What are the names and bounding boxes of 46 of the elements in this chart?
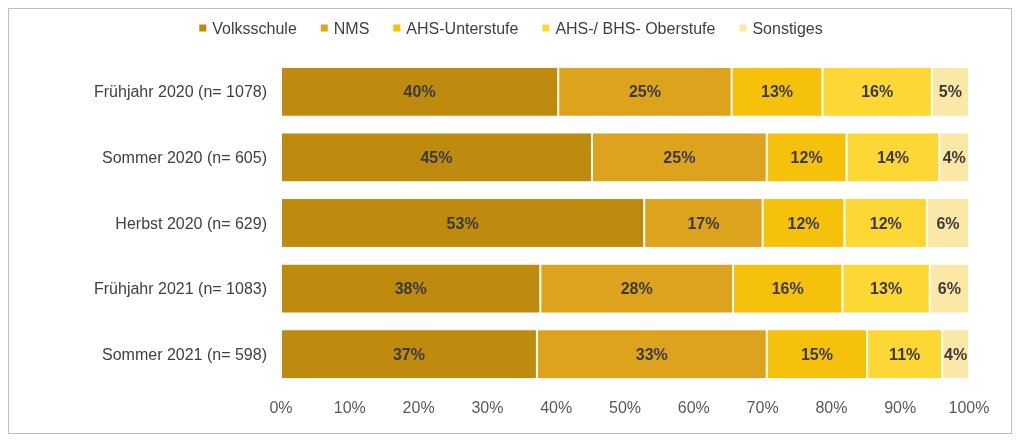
data-label: 16% (861, 83, 894, 101)
legend-label: Sonstiges (752, 19, 823, 37)
x-tick-label: 80% (815, 398, 848, 416)
data-label: 5% (938, 83, 962, 101)
data-label: 14% (876, 148, 909, 166)
data-label: 15% (800, 345, 833, 363)
x-tick-label: 30% (471, 398, 504, 416)
x-tick-label: 40% (540, 398, 573, 416)
data-label: 13% (761, 83, 794, 101)
x-tick-label: 10% (333, 398, 366, 416)
x-tick-label: 20% (402, 398, 435, 416)
x-tick-label: 60% (677, 398, 710, 416)
x-tick-label: 70% (746, 398, 779, 416)
data-label: 40% (403, 83, 436, 101)
legend-label: Volksschule (212, 19, 297, 37)
data-label: 11% (889, 345, 921, 363)
y-tick-label: Frühjahr 2021 (n= 1083) (94, 280, 267, 298)
y-tick-label: Sommer 2020 (n= 605) (102, 148, 267, 166)
data-label: 45% (420, 148, 453, 166)
y-tick-label: Frühjahr 2020 (n= 1078) (94, 83, 267, 101)
data-label: 16% (771, 280, 804, 298)
data-label: 13% (870, 280, 903, 298)
y-tick-label: Herbst 2020 (n= 629) (115, 214, 267, 232)
data-label: 6% (936, 214, 960, 232)
x-tick-label: 100% (948, 398, 990, 416)
data-label: 12% (790, 148, 823, 166)
data-label: 4% (942, 148, 966, 166)
data-label: 53% (446, 214, 479, 232)
y-tick-label: Sommer 2021 (n= 598) (102, 345, 267, 363)
data-label: 25% (663, 148, 696, 166)
x-tick-label: 50% (608, 398, 642, 416)
x-tick-label: 0% (269, 398, 293, 416)
data-label: 4% (944, 345, 968, 363)
data-label: 38% (394, 280, 427, 298)
legend-label: NMS (333, 19, 370, 37)
x-tick-label: 90% (884, 398, 917, 416)
data-label: 33% (635, 345, 668, 363)
data-label: 12% (869, 214, 902, 232)
data-label: 12% (787, 214, 820, 232)
data-label: 25% (628, 83, 661, 101)
data-label: 6% (937, 280, 961, 298)
data-label: 17% (687, 214, 720, 232)
legend-label: AHS-Unterstufe (406, 19, 519, 37)
data-label: 28% (620, 280, 653, 298)
legend-label: AHS-/ BHS- Oberstufe (555, 19, 716, 37)
data-label: 37% (392, 345, 425, 363)
